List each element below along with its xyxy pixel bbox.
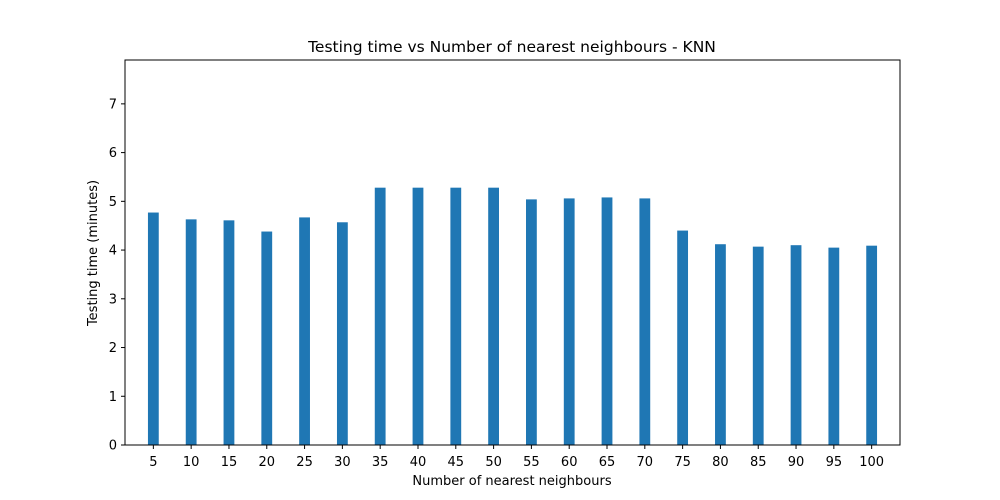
x-tick-label: 55 [523,455,540,470]
y-tick-label: 5 [109,195,117,210]
x-tick-label: 75 [674,455,691,470]
x-tick-label: 20 [258,455,275,470]
x-tick-label: 45 [448,455,465,470]
bar-75 [677,230,689,445]
x-tick-label: 50 [485,455,502,470]
bar-15 [223,220,235,445]
bar-70 [639,198,651,445]
y-axis: 0 1 2 3 4 5 6 7 [109,97,125,454]
y-tick-label: 7 [109,97,117,112]
bar-65 [601,197,613,445]
x-tick-label: 90 [788,455,805,470]
bar-55 [526,199,537,445]
x-tick-label: 25 [296,455,313,470]
x-tick-label: 5 [149,455,157,470]
bar-60 [563,198,575,445]
y-tick-label: 0 [109,439,117,454]
y-axis-title: Testing time (minutes) [86,180,101,327]
x-axis-title: Number of nearest neighbours [412,474,611,489]
bar-25 [299,217,310,445]
y-tick-label: 1 [109,390,117,405]
bar-20 [261,231,273,445]
bar-100 [866,245,878,445]
x-tick-label: 15 [221,455,238,470]
y-tick-label: 3 [109,292,117,307]
x-tick-label: 65 [599,455,616,470]
bar-5 [147,212,159,445]
plot-area-frame [124,59,901,446]
x-tick-label: 60 [561,455,578,470]
x-tick-label: 35 [372,455,389,470]
x-tick-label: 100 [859,455,884,470]
bar-35 [374,187,386,445]
bar-10 [185,219,197,445]
bar-45 [450,187,462,445]
bar-40 [412,187,424,445]
y-tick-label: 2 [109,341,117,356]
bars-group [147,187,878,445]
x-axis: 5 10 15 20 25 30 35 40 45 50 55 60 65 70 75 80 85 90 95 100 [149,445,884,470]
y-tick-label: 4 [109,244,117,259]
x-tick-label: 80 [712,455,729,470]
bar-30 [336,222,348,445]
x-tick-label: 95 [826,455,843,470]
y-tick-label: 6 [109,146,117,161]
x-tick-label: 70 [637,455,654,470]
bar-80 [715,244,726,445]
bar-95 [828,247,840,445]
x-tick-label: 85 [750,455,767,470]
chart-title: Testing time vs Number of nearest neighb… [307,38,716,56]
x-tick-label: 10 [183,455,200,470]
bar-50 [488,187,499,445]
bar-85 [752,246,764,445]
x-tick-label: 30 [334,455,351,470]
bar-90 [790,245,802,445]
x-tick-label: 40 [410,455,427,470]
